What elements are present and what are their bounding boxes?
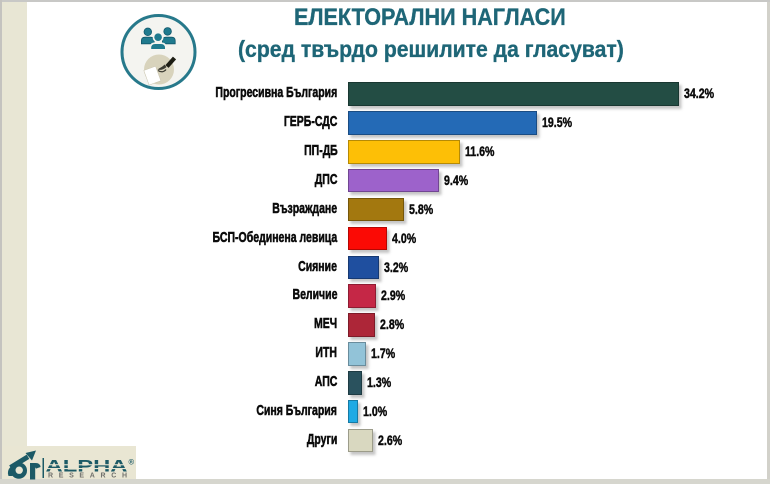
- svg-text:ALPHA: ALPHA: [46, 456, 128, 475]
- svg-text:®: ®: [129, 458, 135, 467]
